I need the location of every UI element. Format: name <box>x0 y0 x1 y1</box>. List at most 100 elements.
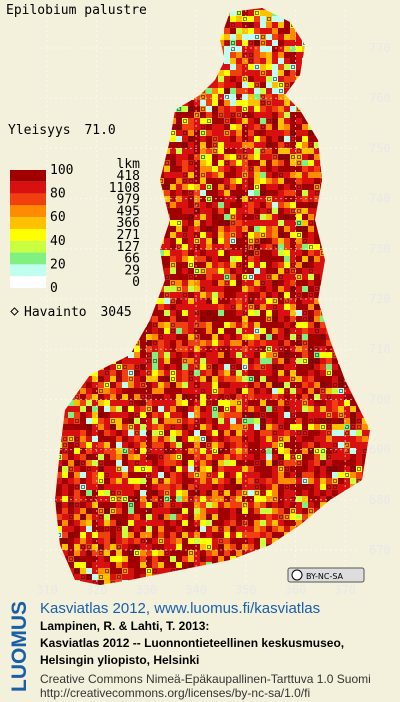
observation-cell <box>345 143 349 147</box>
map-cell <box>116 454 122 460</box>
map-cell <box>242 292 248 298</box>
map-cell <box>152 286 158 292</box>
map-cell <box>86 418 92 424</box>
map-cell <box>248 472 254 478</box>
map-cell <box>140 64 146 70</box>
map-cell <box>320 184 326 190</box>
map-cell <box>206 58 212 64</box>
observation-cell <box>153 71 157 75</box>
map-cell <box>260 130 266 136</box>
map-cell <box>242 202 248 208</box>
observation-cell <box>237 389 241 393</box>
observation-cell <box>255 65 259 69</box>
map-cell <box>104 448 110 454</box>
map-cell <box>140 58 146 64</box>
map-cell <box>164 190 170 196</box>
observation-cell <box>249 305 253 309</box>
map-cell <box>254 370 260 376</box>
map-cell <box>350 118 356 124</box>
observation-cell <box>267 119 271 123</box>
map-cell <box>302 208 308 214</box>
map-cell <box>332 448 338 454</box>
map-cell <box>98 418 104 424</box>
map-cell <box>320 202 326 208</box>
map-cell <box>74 184 80 190</box>
map-cell <box>224 400 230 406</box>
observation-cell <box>159 59 163 63</box>
map-cell <box>314 364 320 370</box>
map-cell <box>248 460 254 466</box>
map-cell <box>152 28 158 34</box>
map-cell <box>55 28 56 34</box>
map-cell <box>260 88 266 94</box>
map-cell <box>314 400 320 406</box>
map-cell <box>260 244 266 250</box>
map-cell <box>224 232 230 238</box>
map-cell <box>266 124 272 130</box>
map-cell <box>236 298 242 304</box>
map-cell <box>224 40 230 46</box>
map-cell <box>218 244 224 250</box>
map-cell <box>158 106 164 112</box>
map-cell <box>176 88 182 94</box>
map-cell <box>332 46 338 52</box>
map-cell <box>356 268 362 274</box>
map-cell <box>314 208 320 214</box>
map-cell <box>314 34 320 40</box>
map-cell <box>200 334 206 340</box>
map-cell <box>362 94 368 100</box>
map-cell <box>254 118 260 124</box>
map-cell <box>338 100 344 106</box>
map-cell <box>104 274 110 280</box>
map-cell <box>80 202 86 208</box>
observation-cell <box>52 300 55 303</box>
map-cell <box>356 190 362 196</box>
map-cell <box>350 388 356 394</box>
map-cell <box>68 214 74 220</box>
map-cell <box>56 40 62 46</box>
map-cell <box>356 184 362 190</box>
map-cell <box>62 424 68 430</box>
map-cell <box>218 256 224 262</box>
map-cell <box>140 34 146 40</box>
map-cell <box>128 400 134 406</box>
map-cell <box>326 16 332 22</box>
map-cell <box>326 310 332 316</box>
observation-cell <box>63 443 67 447</box>
map-cell <box>128 88 134 94</box>
map-cell <box>230 454 236 460</box>
observation-cell <box>147 431 151 435</box>
map-cell <box>284 310 290 316</box>
observation-cell <box>87 203 91 207</box>
observation-cell <box>189 263 193 267</box>
map-cell <box>350 406 356 412</box>
map-cell <box>248 280 254 286</box>
map-cell <box>55 358 56 364</box>
observation-cell <box>207 299 211 303</box>
map-cell <box>134 460 140 466</box>
map-cell <box>152 460 158 466</box>
observation-cell <box>171 383 175 387</box>
map-cell <box>68 208 74 214</box>
map-cell <box>158 190 164 196</box>
observation-cell <box>261 35 265 39</box>
observation-cell <box>261 95 265 99</box>
map-cell <box>164 220 170 226</box>
map-cell <box>164 292 170 298</box>
map-cell <box>188 268 194 274</box>
map-cell <box>362 184 368 190</box>
map-cell <box>194 94 200 100</box>
map-cell <box>308 94 314 100</box>
map-cell <box>200 436 206 442</box>
map-cell <box>290 430 296 436</box>
map-cell <box>146 418 152 424</box>
observation-cell <box>309 203 313 207</box>
map-cell <box>158 382 164 388</box>
observation-cell <box>117 365 121 369</box>
map-cell <box>194 256 200 262</box>
map-cell <box>212 418 218 424</box>
observation-cell <box>351 293 355 297</box>
observation-cell <box>141 365 145 369</box>
map-cell <box>338 472 344 478</box>
map-cell <box>278 322 284 328</box>
